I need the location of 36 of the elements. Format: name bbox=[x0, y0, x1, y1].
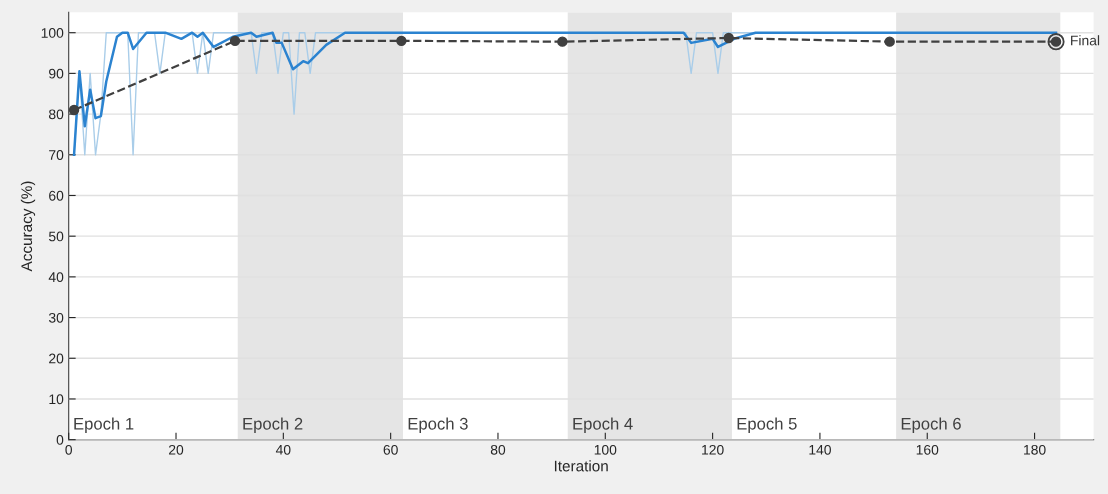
x-tick-label: 60 bbox=[383, 444, 398, 455]
y-tick-label: 50 bbox=[48, 231, 64, 242]
annotation: Final bbox=[1071, 35, 1100, 46]
y-tick-label: 70 bbox=[49, 150, 64, 160]
y-tick-label: 20 bbox=[49, 353, 64, 364]
y-tick-label: 60 bbox=[49, 190, 64, 201]
point bbox=[884, 36, 895, 47]
annotation: Epoch 3 bbox=[408, 417, 468, 433]
y-tick-label: 10 bbox=[49, 394, 64, 405]
y-tick-label: 0 bbox=[56, 434, 64, 445]
x-tick-label: 160 bbox=[916, 444, 939, 455]
annotation: Epoch 1 bbox=[74, 417, 134, 433]
y-tick-label: 40 bbox=[48, 272, 64, 283]
point bbox=[229, 35, 241, 47]
y-tick-label: 90 bbox=[49, 68, 64, 79]
x-tick-label: 100 bbox=[594, 444, 617, 455]
point bbox=[396, 35, 407, 47]
x-tick-label: 40 bbox=[275, 444, 291, 455]
x-tick-label: 20 bbox=[168, 444, 184, 455]
annotation: Epoch 5 bbox=[737, 417, 797, 433]
band-label: Epoch 4 bbox=[573, 417, 633, 433]
x-tick-label: 140 bbox=[809, 444, 831, 455]
y-axis-title: Accuracy (%) bbox=[20, 181, 36, 272]
y-tick-label: 30 bbox=[48, 312, 64, 323]
y-tick-label: 100 bbox=[41, 28, 64, 38]
y-tick-label: 80 bbox=[48, 109, 64, 120]
band-label: Epoch 6 bbox=[901, 417, 961, 433]
point bbox=[557, 36, 568, 47]
point bbox=[723, 32, 734, 44]
x-axis-title: Iteration bbox=[554, 460, 608, 472]
x-tick-label: 0 bbox=[65, 444, 73, 455]
x-tick-label: 80 bbox=[490, 444, 506, 455]
point bbox=[68, 104, 80, 116]
x-tick-label: 120 bbox=[702, 444, 724, 455]
x-tick-label: 180 bbox=[1024, 444, 1046, 455]
band-label: Epoch 2 bbox=[243, 417, 303, 433]
